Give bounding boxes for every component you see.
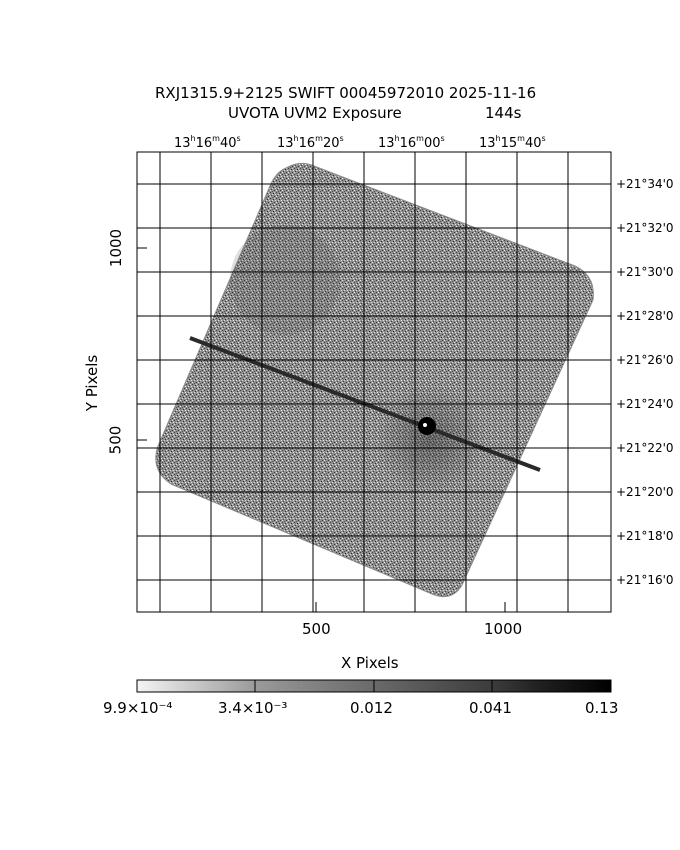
x-tick-1000: 1000 [484, 620, 523, 638]
x-axis-label: X Pixels [341, 654, 399, 672]
ra-tick-2: 13h16m00s [378, 134, 445, 151]
source-halo [375, 385, 485, 495]
title-line-1: RXJ1315.9+2125 SWIFT 00045972010 2025-11… [155, 84, 537, 102]
colorbar-label-3: 0.041 [469, 699, 512, 717]
diffuse-halo [230, 225, 340, 335]
dec-tick-4: +21°26'0 [616, 353, 674, 367]
bright-source [418, 417, 436, 435]
colorbar-label-4: 0.13 [585, 699, 619, 717]
title-line-2: UVOTA UVM2 Exposure [228, 104, 402, 122]
source-core [423, 423, 427, 427]
dec-tick-7: +21°20'0 [616, 485, 674, 499]
colorbar-label-1: 3.4×10⁻³ [218, 699, 288, 717]
y-tick-1000: 1000 [107, 228, 126, 268]
dec-tick-2: +21°30'0 [616, 265, 674, 279]
dec-tick-9: +21°16'0 [616, 573, 674, 587]
pixel-axis-ticks [137, 247, 506, 612]
y-tick-500: 500 [106, 425, 125, 455]
dec-tick-5: +21°24'0 [616, 397, 674, 411]
x-tick-500: 500 [302, 620, 331, 638]
wcs-grid [137, 152, 611, 612]
dec-tick-0: +21°34'0 [616, 177, 674, 191]
colorbar [136, 679, 612, 693]
y-axis-label: Y Pixels [83, 354, 102, 412]
ra-tick-0: 13h16m40s [174, 134, 241, 151]
colorbar-label-2: 0.012 [350, 699, 393, 717]
ra-tick-1: 13h16m20s [277, 134, 344, 151]
dec-tick-8: +21°18'0 [616, 529, 674, 543]
dec-tick-3: +21°28'0 [616, 309, 674, 323]
ra-tick-3: 13h15m40s [479, 134, 546, 151]
dec-tick-1: +21°32'0 [616, 221, 674, 235]
plot-frame [136, 151, 612, 613]
dec-tick-6: +21°22'0 [616, 441, 674, 455]
colorbar-label-0: 9.9×10⁻⁴ [103, 699, 173, 717]
exposure-time: 144s [485, 104, 522, 122]
